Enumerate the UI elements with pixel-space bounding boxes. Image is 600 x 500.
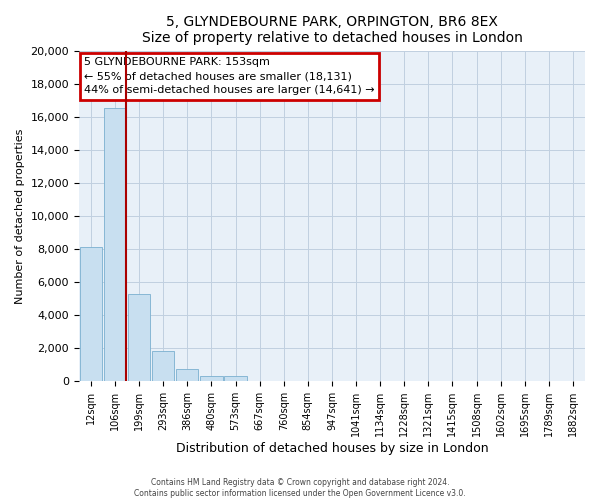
Text: 5 GLYNDEBOURNE PARK: 153sqm
← 55% of detached houses are smaller (18,131)
44% of: 5 GLYNDEBOURNE PARK: 153sqm ← 55% of det… (84, 57, 374, 95)
Bar (200, 376, 223, 381)
Bar (80, 248, 102, 381)
Y-axis label: Number of detached properties: Number of detached properties (15, 128, 25, 304)
Bar (176, 369, 199, 381)
Bar (128, 294, 150, 381)
Title: 5, GLYNDEBOURNE PARK, ORPINGTON, BR6 8EX
Size of property relative to detached h: 5, GLYNDEBOURNE PARK, ORPINGTON, BR6 8EX… (142, 15, 523, 45)
Bar (104, 108, 126, 381)
Text: Contains HM Land Registry data © Crown copyright and database right 2024.
Contai: Contains HM Land Registry data © Crown c… (134, 478, 466, 498)
X-axis label: Distribution of detached houses by size in London: Distribution of detached houses by size … (176, 442, 488, 455)
Bar (224, 376, 247, 381)
Bar (152, 352, 175, 381)
